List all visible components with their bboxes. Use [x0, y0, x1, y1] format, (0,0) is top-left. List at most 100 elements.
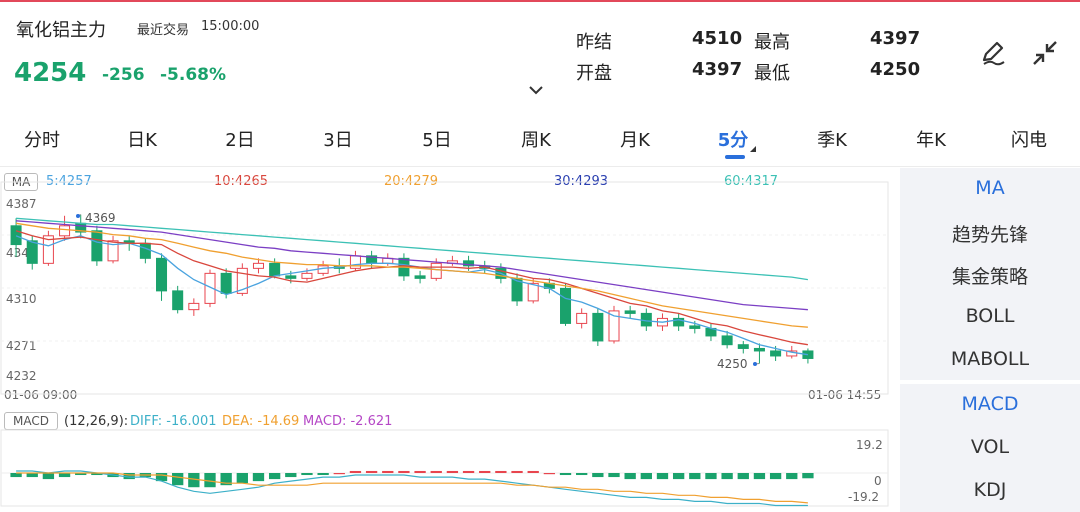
tab-divider — [0, 166, 1080, 167]
tab-intraday[interactable]: 分时 — [24, 130, 60, 151]
macd-histogram-bar — [268, 473, 281, 480]
macd-histogram-bar — [220, 473, 232, 486]
macd-histogram-bar — [301, 473, 313, 476]
contract-title: 氧化铝主力 — [16, 20, 106, 41]
tab-daily-k[interactable]: 日K — [127, 130, 157, 151]
candle-body — [188, 302, 200, 311]
tab-yearly-k[interactable]: 年K — [916, 130, 946, 151]
price-change: -256 — [102, 65, 145, 85]
y-tick-label: 4310 — [6, 292, 37, 306]
prev-settle-value: 4510 — [692, 28, 743, 49]
y-tick-label: 4387 — [6, 197, 37, 211]
macd-histogram-bar — [576, 473, 588, 476]
open-label: 开盘 — [576, 63, 612, 84]
tab-5-day[interactable]: 5日 — [422, 130, 452, 151]
macd-histogram-bar — [495, 470, 507, 473]
macd-histogram-bar — [753, 473, 766, 480]
macd-histogram-bar — [398, 470, 410, 473]
period-caret-icon[interactable] — [750, 146, 756, 152]
candle-body — [349, 255, 361, 269]
macd-histogram-bar — [640, 473, 652, 480]
tab-2-day[interactable]: 2日 — [225, 130, 255, 151]
macd-histogram-bar — [365, 470, 378, 473]
macd-histogram-bar — [479, 470, 491, 473]
macd-histogram-bar — [236, 473, 248, 484]
candle-body — [172, 290, 184, 311]
candle-body — [414, 275, 426, 279]
macd-histogram-bar — [527, 470, 539, 473]
macd-histogram-bar — [656, 473, 669, 480]
ma5-line — [15, 235, 808, 356]
macd-histogram-bar — [317, 473, 329, 476]
macd-histogram-bar — [462, 470, 475, 473]
macd-histogram-bar — [333, 473, 345, 475]
macd-histogram-bar — [58, 473, 71, 478]
tab-weekly-k[interactable]: 周K — [521, 130, 551, 151]
macd-histogram-bar — [608, 473, 620, 478]
candle-body — [576, 312, 588, 324]
candle-body — [689, 325, 701, 329]
x-start-label: 01-06 09:00 — [4, 388, 78, 402]
macd-histogram-bar — [188, 473, 200, 488]
indicator-maboll[interactable]: MABOLL — [950, 348, 1030, 370]
indicator-fund-strategy[interactable]: 集金策略 — [951, 266, 1028, 288]
candle-body — [721, 335, 733, 346]
collapse-icon[interactable] — [1030, 38, 1060, 68]
ma20-line — [16, 222, 808, 328]
indicator-trend-pioneer[interactable]: 趋势先锋 — [951, 224, 1028, 246]
last-price: 4254 — [14, 58, 87, 88]
indicator-boll[interactable]: BOLL — [965, 305, 1015, 327]
low-value: 4250 — [870, 59, 921, 80]
pen-icon[interactable] — [978, 38, 1008, 68]
candle-body — [770, 350, 782, 357]
macd-histogram-bar — [26, 473, 38, 478]
active-tab-indicator — [725, 155, 745, 159]
macd-histogram-bar — [689, 473, 701, 480]
macd-histogram-bar — [769, 473, 782, 480]
indicator-ma[interactable]: MA — [975, 177, 1005, 199]
prev-settle-label: 昨结 — [576, 32, 612, 53]
candle-body — [673, 317, 685, 327]
kline-chart[interactable] — [0, 168, 900, 512]
ma60-line — [16, 217, 808, 281]
candle-body — [220, 272, 232, 294]
candle-body — [624, 310, 636, 314]
macd-y-tick-label: -19.2 — [848, 490, 880, 504]
candle-body — [26, 240, 38, 264]
macd-histogram-bar — [172, 473, 184, 486]
macd-histogram-bar — [382, 470, 394, 473]
macd-histogram-bar — [91, 473, 103, 476]
candle-body — [10, 225, 22, 246]
indicator-vol[interactable]: VOL — [970, 436, 1010, 458]
macd-histogram-bar — [430, 470, 442, 473]
candle-body — [560, 287, 572, 324]
candle-body — [317, 265, 329, 274]
macd-diff-line — [16, 470, 808, 507]
macd-histogram-bar — [543, 473, 556, 475]
candle-body — [139, 242, 151, 259]
candle-body — [42, 235, 54, 264]
macd-value-legend: MACD: -2.621 — [303, 414, 393, 429]
tab-flash[interactable]: 闪电 — [1011, 130, 1047, 151]
indicator-kdj[interactable]: KDJ — [973, 479, 1007, 501]
candle-body — [463, 260, 475, 267]
min-marker-dot — [753, 362, 757, 366]
macd-pane-frame — [0, 429, 889, 507]
tab-quarterly-k[interactable]: 季K — [817, 130, 847, 151]
macd-histogram-bar — [624, 473, 636, 480]
chevron-down-icon[interactable] — [528, 84, 544, 96]
candle-body — [91, 230, 103, 262]
indicator-macd[interactable]: MACD — [961, 393, 1019, 415]
high-label: 最高 — [754, 32, 790, 53]
tab-monthly-k[interactable]: 月K — [620, 130, 650, 151]
candle-body — [156, 257, 168, 292]
macd-histogram-bar — [511, 470, 523, 473]
tab-5-min[interactable]: 5分 — [717, 130, 749, 151]
macd-y-tick-label: 19.2 — [856, 438, 883, 452]
tab-3-day[interactable]: 3日 — [323, 130, 353, 151]
macd-histogram-bar — [42, 473, 55, 480]
low-label: 最低 — [754, 63, 790, 84]
macd-diff-legend: DIFF: -16.001 — [130, 414, 217, 429]
macd-params: (12,26,9): — [64, 414, 129, 429]
ma30-line — [16, 220, 808, 311]
